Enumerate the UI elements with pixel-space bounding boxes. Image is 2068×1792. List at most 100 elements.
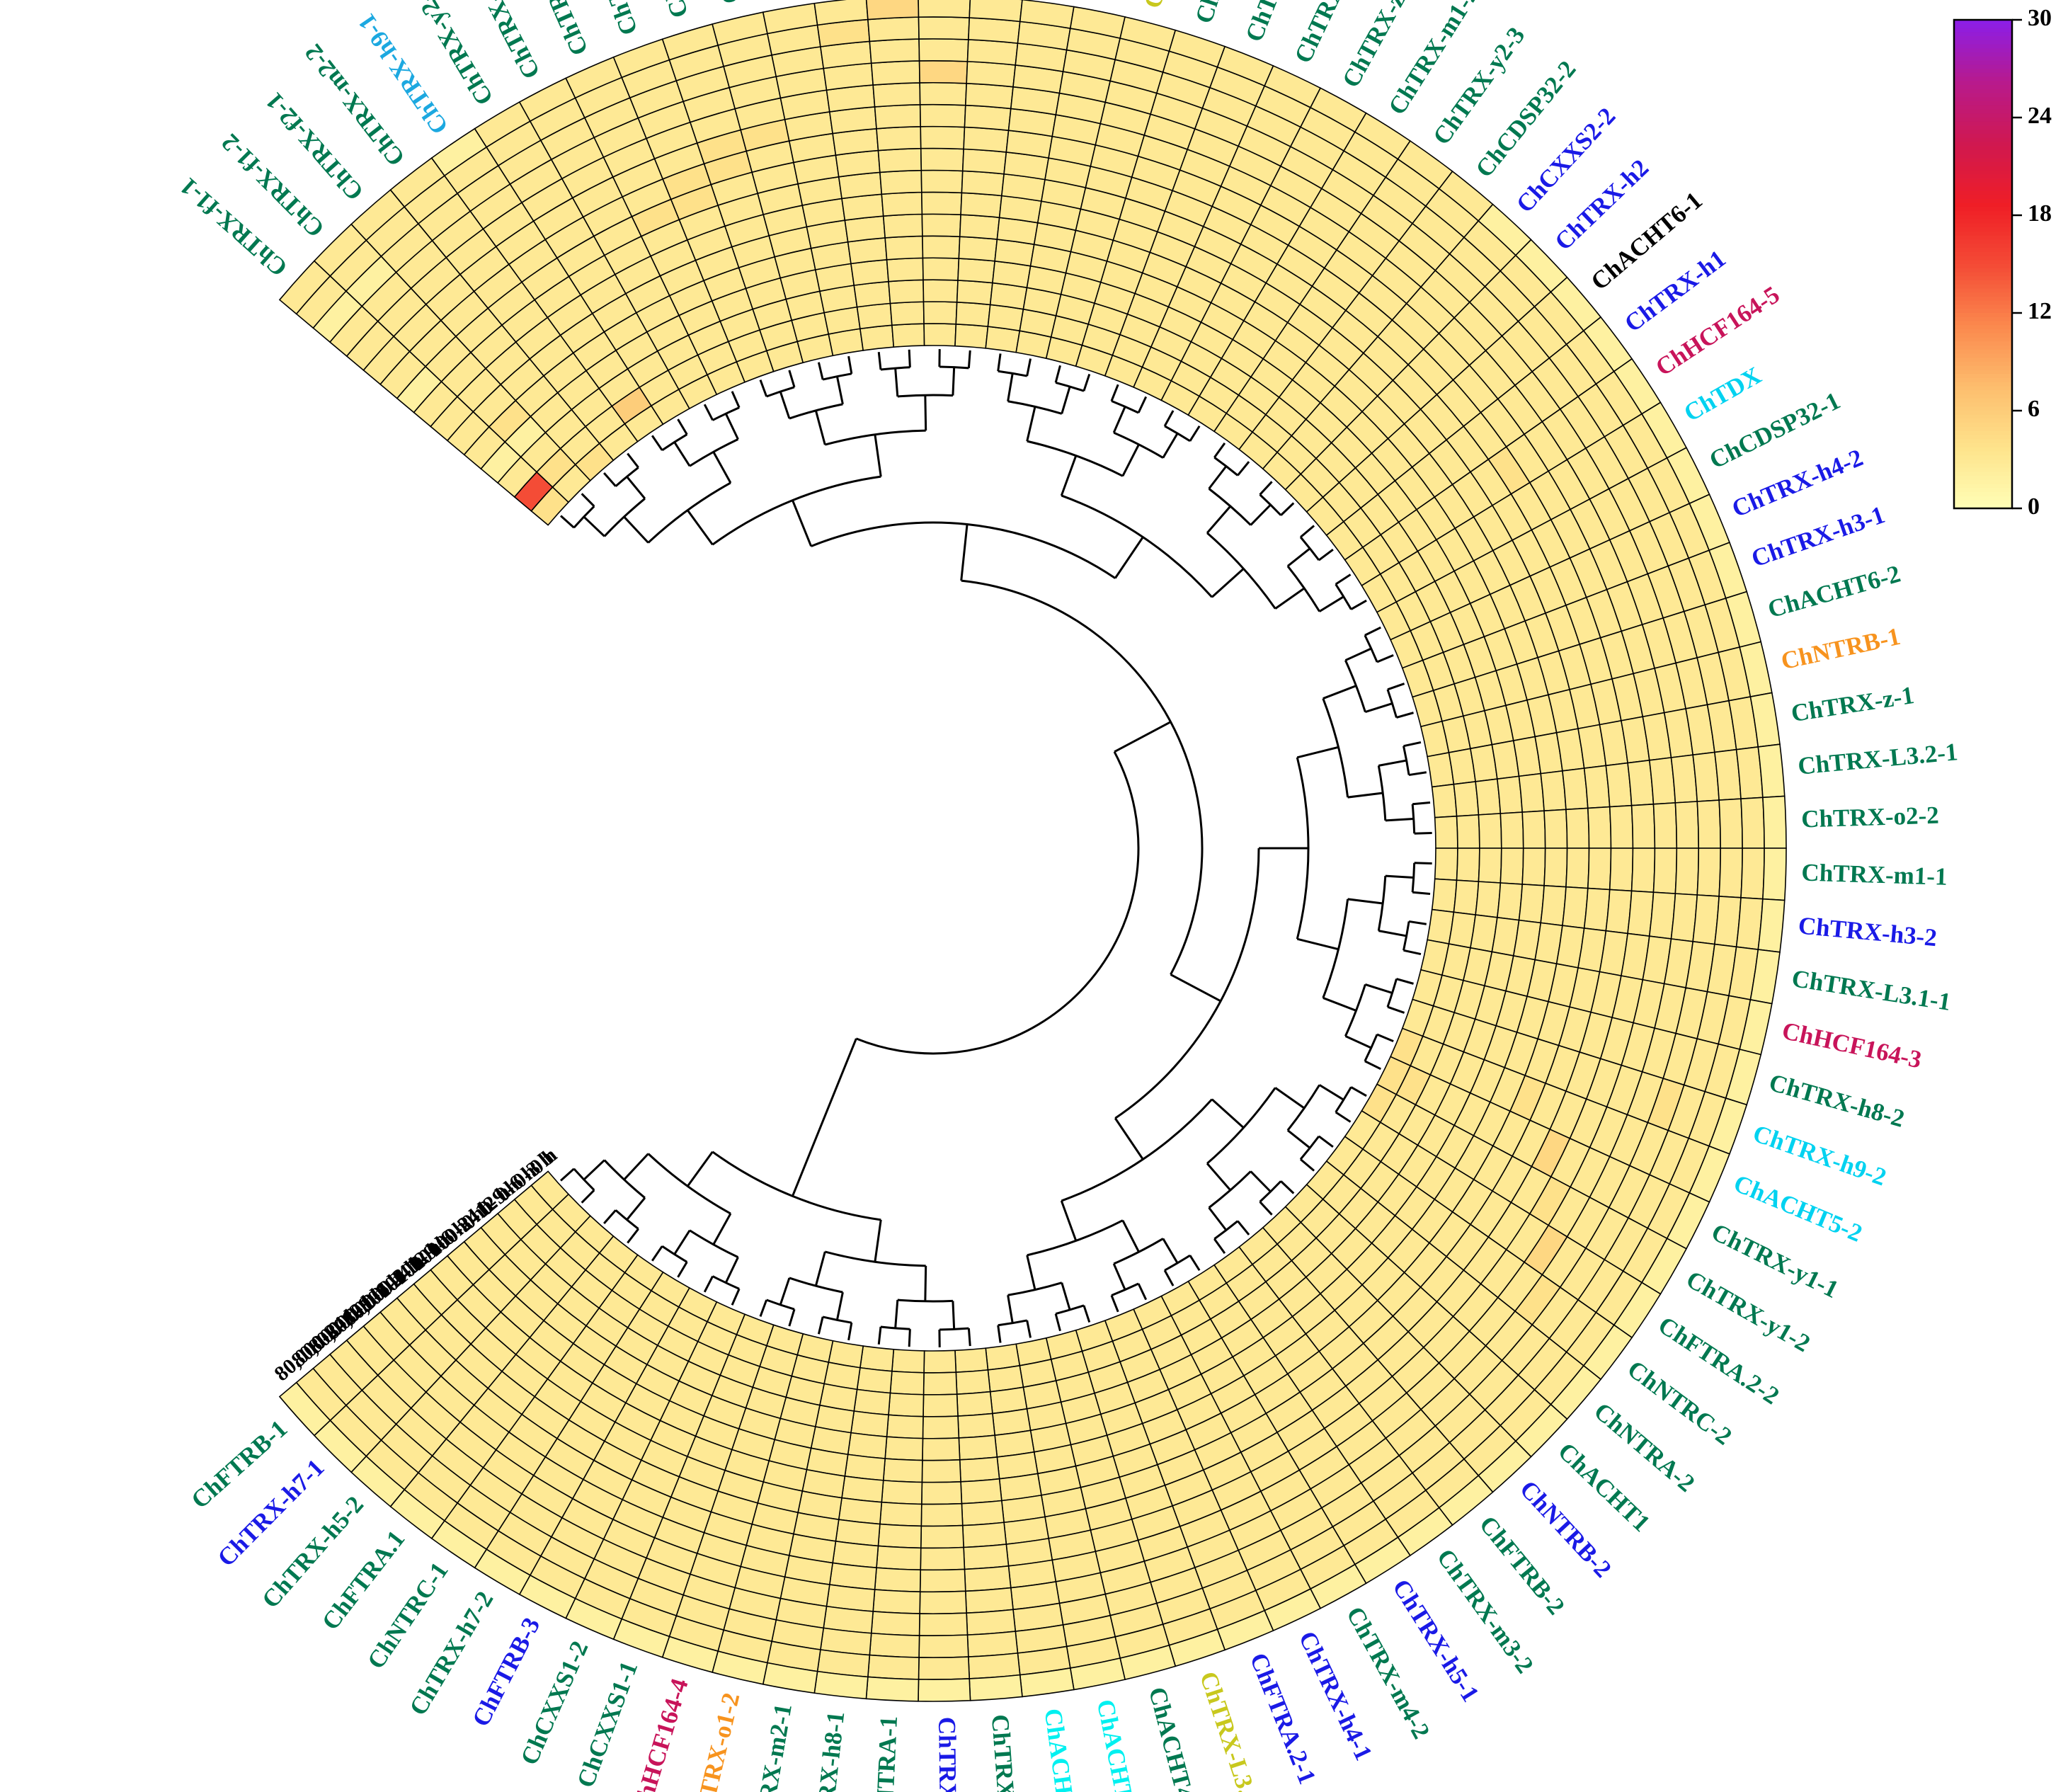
heatmap-cell (1518, 772, 1545, 813)
gene-label: ChACHT6-2 (1765, 560, 1904, 624)
colorbar-segment (1954, 378, 2012, 383)
colorbar-segment (1954, 467, 2012, 472)
colorbar-segment (1954, 288, 2012, 293)
tree-branch (1137, 1283, 1148, 1301)
heatmap-cell (922, 1393, 959, 1417)
tree-branch (997, 353, 1002, 372)
tree-arc (1061, 1098, 1213, 1202)
tree-branch (908, 1329, 911, 1347)
heatmap-cell (918, 16, 971, 40)
gene-label: ChACHT5-1 (1039, 1707, 1085, 1792)
colorbar-segment (1954, 492, 2012, 497)
tree-branch (835, 376, 844, 405)
tree-branch (581, 493, 595, 508)
tree-branch (1318, 595, 1344, 612)
colorbar-segment (1954, 260, 2012, 265)
heatmap-cell (1609, 804, 1634, 849)
heatmap-cell (968, 1652, 1021, 1679)
heatmap-cell (922, 1415, 960, 1439)
colorbar-segment (1954, 333, 2012, 338)
heatmap-cell (1674, 848, 1700, 896)
heatmap-cell (921, 213, 961, 237)
tree-branch (814, 1251, 826, 1286)
gene-label: ChTRX-h9-2 (1749, 1119, 1890, 1192)
heatmap-cell (1587, 848, 1612, 891)
heatmap-cell (865, 0, 920, 21)
colorbar-segment (1954, 439, 2012, 444)
heatmap-cell (876, 1545, 922, 1571)
heatmap-cell (960, 192, 1002, 219)
colorbar-legend: 0 6 12 18 24 30 (1953, 5, 2052, 520)
tree-branch (673, 441, 691, 467)
heatmap-cell (847, 1432, 888, 1459)
tree-branch (1110, 384, 1119, 401)
tree-branch (1344, 1035, 1372, 1049)
colorbar-segment (1954, 97, 2012, 102)
heatmap-cell (922, 257, 960, 281)
colorbar-tick-label: 12 (2028, 298, 2052, 324)
tree-arc (661, 1245, 688, 1263)
heatmap-cell (966, 39, 1019, 66)
heatmap-cell (959, 214, 1000, 240)
colorbar-segment (1954, 488, 2012, 493)
heatmap-cell (1630, 848, 1656, 894)
heatmap-cell (920, 1546, 966, 1571)
heatmap-cell (847, 237, 888, 265)
colorbar-segment (1954, 423, 2012, 428)
colorbar-segment (1954, 316, 2012, 322)
heatmap-cell (923, 323, 957, 347)
tree-branch (1163, 410, 1175, 427)
colorbar-segment (1954, 36, 2012, 41)
colorbar-segment (1954, 72, 2012, 78)
gene-label: ChTRX-h7-3 (933, 1717, 963, 1792)
colorbar-segment (1954, 56, 2012, 62)
colorbar-segment (1954, 500, 2012, 505)
heatmap-cell (1475, 778, 1502, 816)
heatmap-cell (1609, 848, 1634, 892)
colorbar-segment (1954, 406, 2012, 411)
tree-arc (1113, 1238, 1164, 1265)
tree-branch (1350, 599, 1367, 610)
heatmap-cell (1499, 848, 1524, 885)
colorbar-segment (1954, 170, 2012, 176)
heatmap-cell (869, 38, 920, 64)
tree-arc (789, 403, 843, 420)
colorbar-segment (1954, 232, 2012, 236)
gene-label: ChNTRB-1 (1778, 622, 1903, 675)
heatmap-cell (1583, 887, 1611, 932)
colorbar-segment (1954, 460, 2012, 464)
colorbar-segment (1954, 215, 2012, 220)
colorbar-segment (1954, 256, 2012, 261)
heatmap-cell (1605, 889, 1633, 935)
gene-label: ChTRX-L3.1-1 (1790, 964, 1953, 1016)
heatmap-cell (954, 323, 989, 349)
heatmap-cell (921, 191, 963, 216)
colorbar-segment (1954, 23, 2012, 29)
gene-label: ChTRX-L3.3 (1194, 1668, 1264, 1792)
tree-branch (712, 451, 732, 484)
tree-branch (651, 435, 663, 451)
tree-branch (1385, 874, 1414, 879)
tree-branch (1378, 759, 1407, 767)
heatmap-cell (813, 0, 869, 26)
colorbar-segment (1954, 202, 2012, 208)
tree-branch (583, 515, 605, 537)
colorbar-segment (1954, 264, 2012, 269)
tree-branch (1208, 1206, 1228, 1231)
colorbar-segment (1954, 32, 2012, 37)
colorbar-segment (1954, 186, 2012, 192)
tree-branch (779, 391, 791, 419)
colorbar-segment (1954, 418, 2012, 423)
tree-branch (1378, 930, 1407, 937)
tree-branch (1396, 712, 1414, 719)
heatmap-cell (1499, 811, 1524, 849)
colorbar-segment (1954, 504, 2012, 509)
heatmap-cell (920, 147, 964, 172)
tree-branch (1376, 1033, 1394, 1043)
colorbar-segment (1954, 463, 2012, 469)
colorbar-segment (1954, 174, 2012, 179)
heatmap-cell (879, 1501, 922, 1527)
tree-arc (822, 1316, 852, 1324)
tree-branch (1364, 626, 1381, 637)
colorbar-segment (1954, 386, 2012, 391)
